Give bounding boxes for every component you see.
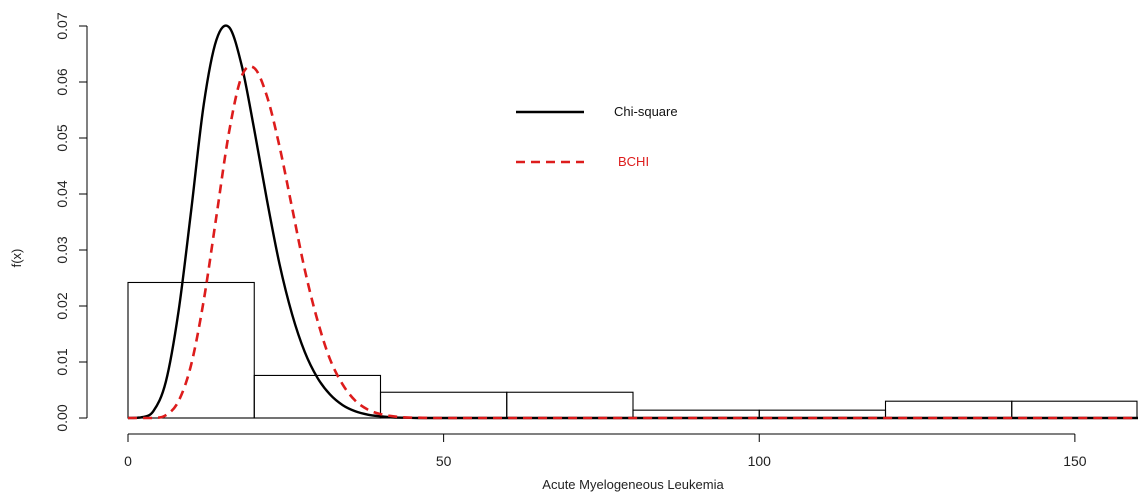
legend-label: BCHI	[618, 154, 649, 169]
y-tick-label: 0.05	[54, 124, 70, 151]
histogram-bar	[884, 400, 1013, 419]
legend: Chi-square BCHI	[516, 104, 678, 169]
x-axis: 0 50 100 150	[124, 433, 1087, 469]
x-tick-label: 150	[1063, 453, 1087, 469]
histogram-bar	[127, 281, 255, 419]
y-tick-label: 0.04	[54, 180, 70, 207]
legend-label: Chi-square	[614, 104, 678, 119]
histogram-bar	[253, 374, 382, 419]
histogram-bars	[127, 281, 1138, 419]
y-tick-label: 0.06	[54, 68, 70, 95]
density-curves	[127, 24, 1138, 420]
y-tick-label: 0.07	[54, 12, 70, 39]
series-line-chi-square	[127, 24, 1138, 420]
histogram-bar	[379, 391, 508, 419]
y-axis: 0.00 0.01 0.02 0.03 0.04 0.05 0.06 0.07	[54, 12, 88, 432]
y-axis-title: f(x)	[9, 249, 24, 268]
histogram-bar	[1011, 400, 1138, 419]
y-tick-label: 0.03	[54, 236, 70, 263]
y-tick-label: 0.00	[54, 404, 70, 431]
x-axis-title: Acute Myelogeneous Leukemia	[542, 477, 724, 492]
y-tick-label: 0.01	[54, 348, 70, 375]
x-tick-label: 0	[124, 453, 132, 469]
histogram-bar	[506, 391, 634, 419]
x-tick-label: 100	[748, 453, 772, 469]
y-tick-label: 0.02	[54, 292, 70, 319]
x-tick-label: 50	[436, 453, 452, 469]
series-line-bchi	[128, 65, 1138, 420]
